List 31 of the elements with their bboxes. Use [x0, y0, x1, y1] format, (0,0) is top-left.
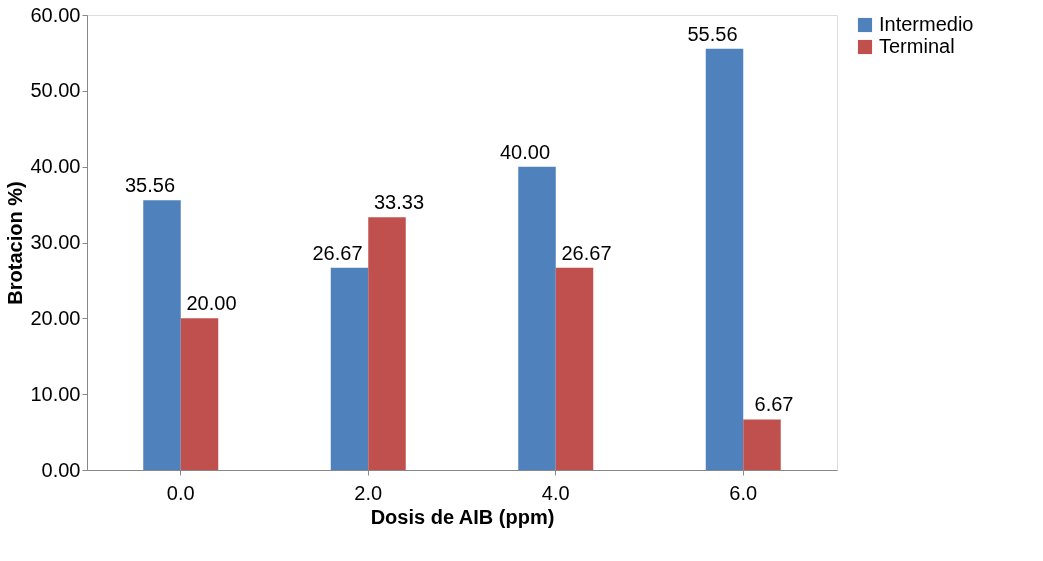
legend-label: Intermedio	[879, 13, 974, 35]
y-tick-label: 50.00	[30, 79, 81, 102]
y-tick-label: 0.00	[41, 458, 81, 481]
y-tick-label: 40.00	[30, 155, 81, 178]
legend-label: Terminal	[879, 35, 955, 57]
x-tick-label: 0.0	[166, 481, 195, 504]
bar	[368, 217, 406, 470]
x-tick-label: 2.0	[354, 481, 383, 504]
bar	[705, 48, 744, 470]
bar	[518, 166, 556, 470]
data-label: 33.33	[373, 191, 425, 214]
bar	[180, 318, 219, 470]
y-tick-label: 10.00	[30, 382, 81, 405]
y-axis-title: Brotacion %)	[4, 181, 27, 305]
data-label: 26.67	[561, 241, 612, 264]
x-tick-label: 4.0	[541, 481, 570, 504]
data-label: 55.56	[687, 22, 738, 45]
x-tick-label: 6.0	[729, 481, 758, 504]
data-label: 40.00	[499, 140, 551, 163]
bar	[555, 267, 594, 470]
data-label: 35.56	[124, 174, 176, 197]
data-label: 20.00	[186, 292, 237, 315]
data-label: 6.67	[754, 393, 794, 416]
bar	[143, 200, 181, 470]
y-tick-label: 20.00	[30, 306, 81, 329]
data-label: 26.67	[312, 241, 363, 264]
bar	[743, 419, 781, 470]
bar	[330, 267, 369, 470]
y-tick-label: 60.00	[30, 3, 81, 26]
y-tick-label: 30.00	[30, 231, 81, 253]
x-axis-title: Dosis de AIB (ppm)	[370, 505, 555, 528]
